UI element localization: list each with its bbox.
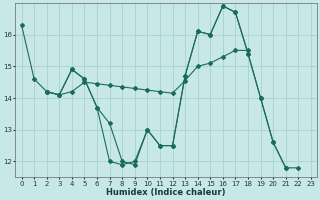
X-axis label: Humidex (Indice chaleur): Humidex (Indice chaleur) bbox=[107, 188, 226, 197]
